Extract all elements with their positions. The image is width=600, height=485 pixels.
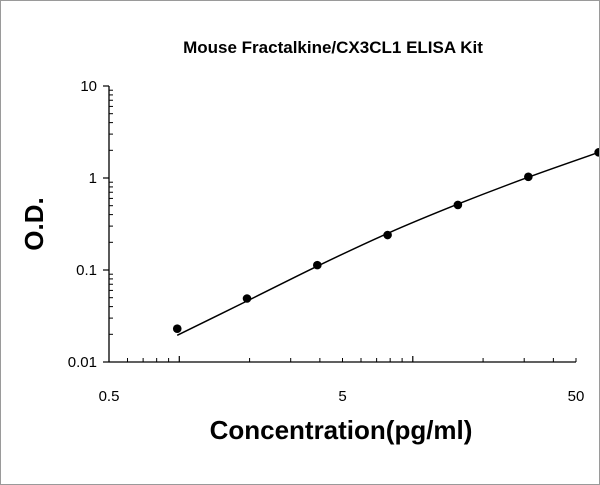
x-axis-label: Concentration(pg/ml) (210, 415, 473, 445)
data-points (172, 148, 599, 334)
y-axis-label: O.D. (19, 197, 49, 250)
data-point (242, 294, 252, 303)
y-tick-label: 10 (80, 78, 97, 95)
data-point (172, 324, 182, 334)
x-tick-label: 5 (338, 388, 346, 405)
data-point (383, 230, 392, 240)
data-point (313, 260, 322, 270)
y-tick-label: 0.01 (68, 354, 97, 371)
data-point (453, 200, 463, 210)
y-tick-label: 0.1 (76, 262, 97, 279)
x-tick-label: 0.5 (99, 388, 120, 405)
y-tick-label: 1 (89, 170, 97, 187)
data-point (524, 172, 533, 182)
chart-ticks: 0.01 0.1 1 10 0.5 5 50 (68, 78, 585, 405)
chart-axes (108, 86, 576, 363)
data-point (594, 148, 599, 157)
x-tick-label: 50 (568, 388, 585, 405)
chart-title: Mouse Fractalkine/CX3CL1 ELISA Kit (183, 38, 483, 57)
fit-curve (176, 151, 599, 336)
